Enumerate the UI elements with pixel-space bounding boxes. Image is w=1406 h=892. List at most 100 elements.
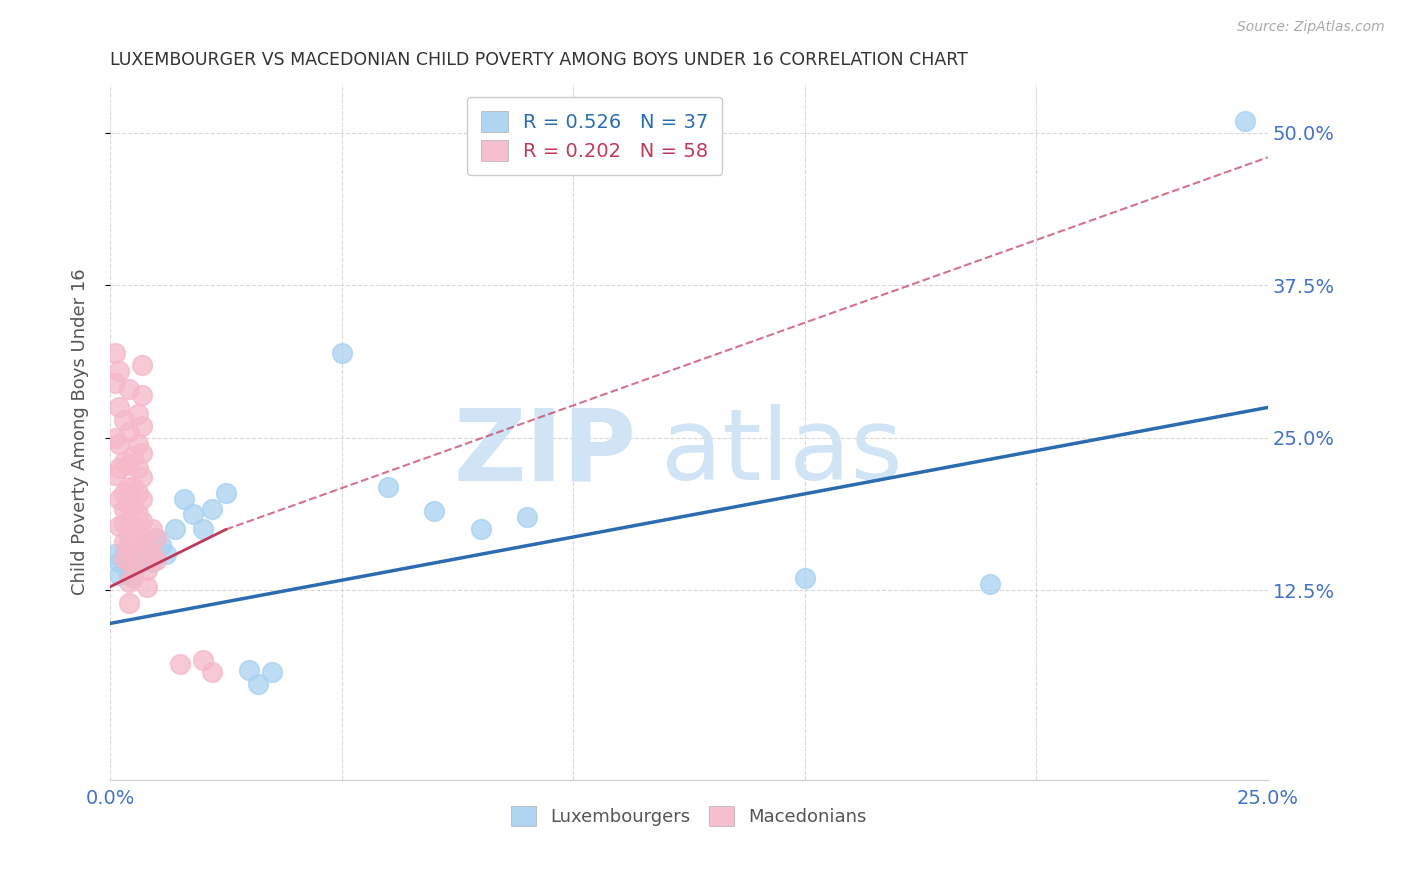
Point [330,345,353,359]
Point [112,516,135,531]
Point [215,486,238,500]
Point [127,550,149,565]
Point [131,388,153,402]
Point [112,412,135,426]
Point [516,510,538,524]
Point [793,571,815,585]
Point [201,501,224,516]
Point [127,437,149,451]
Point [117,516,139,531]
Point [423,504,446,518]
Point [117,480,139,494]
Point [117,559,139,574]
Point [173,491,195,506]
Point [127,507,149,521]
Point [163,523,186,537]
Point [141,547,163,561]
Point [131,556,153,570]
Point [131,514,153,528]
Point [145,531,167,545]
Text: LUXEMBOURGER VS MACEDONIAN CHILD POVERTY AMONG BOYS UNDER 16 CORRELATION CHART: LUXEMBOURGER VS MACEDONIAN CHILD POVERTY… [110,51,967,69]
Point [377,480,399,494]
Text: atlas: atlas [661,404,903,501]
Point [145,531,167,545]
Point [141,556,163,570]
Point [104,376,127,390]
Point [112,556,135,570]
Point [122,450,145,464]
Point [183,507,205,521]
Point [117,534,139,549]
Point [104,467,127,482]
Point [122,498,145,512]
Point [131,358,153,372]
Point [201,665,224,680]
Text: Source: ZipAtlas.com: Source: ZipAtlas.com [1237,20,1385,34]
Point [191,653,214,667]
Point [127,534,149,549]
Point [191,523,214,537]
Point [122,543,145,558]
Point [112,547,135,561]
Point [127,407,149,421]
Point [145,553,167,567]
Point [117,574,139,589]
Point [117,567,139,582]
Point [117,538,139,552]
Point [150,538,173,552]
Point [122,556,145,570]
Point [112,455,135,469]
Legend: Luxembourgers, Macedonians: Luxembourgers, Macedonians [503,799,875,833]
Point [141,523,163,537]
Point [262,665,284,680]
Point [117,458,139,472]
Point [979,577,1001,591]
Point [108,567,131,582]
Point [108,518,131,533]
Point [131,541,153,555]
Point [108,556,131,570]
Point [108,437,131,451]
Point [122,538,145,552]
Point [131,534,153,549]
Point [122,571,145,585]
Point [122,518,145,533]
Point [108,364,131,378]
Point [122,556,145,570]
Point [104,431,127,445]
Point [104,345,127,359]
Point [108,401,131,415]
Point [117,556,139,570]
Point [104,547,127,561]
Point [117,498,139,512]
Point [470,523,492,537]
Point [122,567,145,582]
Point [127,461,149,475]
Point [112,486,135,500]
Point [108,491,131,506]
Point [112,550,135,565]
Point [136,580,159,594]
Point [1233,113,1256,128]
Point [127,486,149,500]
Point [131,445,153,459]
Point [136,563,159,577]
Point [131,470,153,484]
Y-axis label: Child Poverty Among Boys Under 16: Child Poverty Among Boys Under 16 [72,268,89,595]
Point [112,534,135,549]
Point [117,425,139,439]
Point [131,418,153,433]
Point [247,677,270,691]
Point [117,596,139,610]
Point [155,547,177,561]
Point [117,382,139,396]
Point [136,543,159,558]
Point [122,480,145,494]
Point [238,663,260,677]
Point [131,491,153,506]
Point [108,461,131,475]
Point [169,657,191,671]
Text: ZIP: ZIP [454,404,637,501]
Point [112,501,135,516]
Point [127,528,149,542]
